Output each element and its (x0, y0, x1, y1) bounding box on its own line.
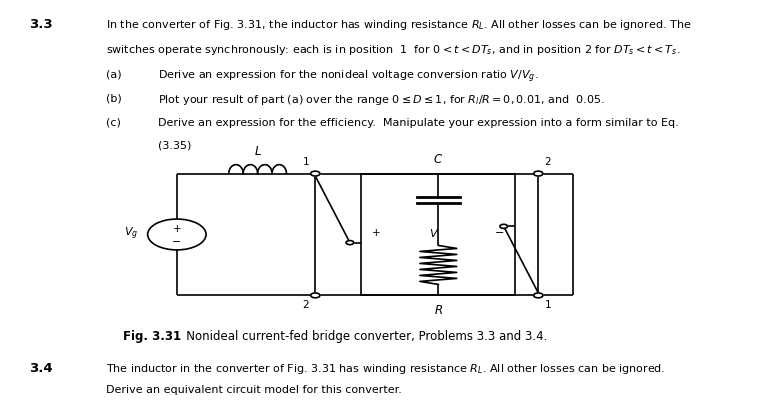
Text: (3.35): (3.35) (158, 140, 191, 150)
Text: +: + (172, 224, 181, 234)
Text: 3.4: 3.4 (29, 361, 53, 374)
Text: $R$: $R$ (434, 303, 443, 316)
Text: −: − (495, 228, 504, 238)
Bar (361, 174, 515, 296)
Text: (c): (c) (106, 117, 121, 128)
Text: The inductor in the converter of Fig. 3.31 has winding resistance $R_L$. All oth: The inductor in the converter of Fig. 3.… (106, 361, 665, 375)
Text: switches operate synchronously: each is in position  1  for $0 < t < DT_s$, and : switches operate synchronously: each is … (106, 43, 681, 56)
Text: 1: 1 (544, 299, 551, 309)
Text: Derive an expression for the nonideal voltage conversion ratio $V/V_g$.: Derive an expression for the nonideal vo… (158, 69, 538, 85)
Text: 2: 2 (544, 157, 551, 167)
Text: Nonideal current-fed bridge converter, Problems 3.3 and 3.4.: Nonideal current-fed bridge converter, P… (175, 329, 548, 342)
Circle shape (311, 172, 320, 177)
Text: $V$: $V$ (428, 227, 439, 239)
Text: (b): (b) (106, 93, 122, 103)
Text: Derive an expression for the efficiency.  Manipulate your expression into a form: Derive an expression for the efficiency.… (158, 117, 678, 128)
Text: In the converter of Fig. 3.31, the inductor has winding resistance $R_L$. All ot: In the converter of Fig. 3.31, the induc… (106, 18, 691, 32)
Circle shape (534, 172, 543, 177)
Text: +: + (372, 228, 381, 238)
Text: 2: 2 (302, 299, 309, 309)
Text: 1: 1 (302, 157, 309, 167)
Text: Plot your result of part (a) over the range $0 \leq D \leq 1$, for $R_l/R = 0, 0: Plot your result of part (a) over the ra… (158, 93, 604, 107)
Circle shape (534, 293, 543, 298)
Text: $L$: $L$ (254, 145, 261, 158)
Text: (a): (a) (106, 69, 122, 79)
Text: $C$: $C$ (433, 152, 444, 165)
Text: Fig. 3.31: Fig. 3.31 (123, 329, 181, 342)
Text: $V_g$: $V_g$ (124, 225, 138, 241)
Text: −: − (172, 237, 181, 247)
Text: Derive an equivalent circuit model for this converter.: Derive an equivalent circuit model for t… (106, 384, 402, 394)
Text: 3.3: 3.3 (29, 18, 53, 31)
Circle shape (346, 241, 354, 245)
Circle shape (500, 225, 508, 229)
Circle shape (311, 293, 320, 298)
